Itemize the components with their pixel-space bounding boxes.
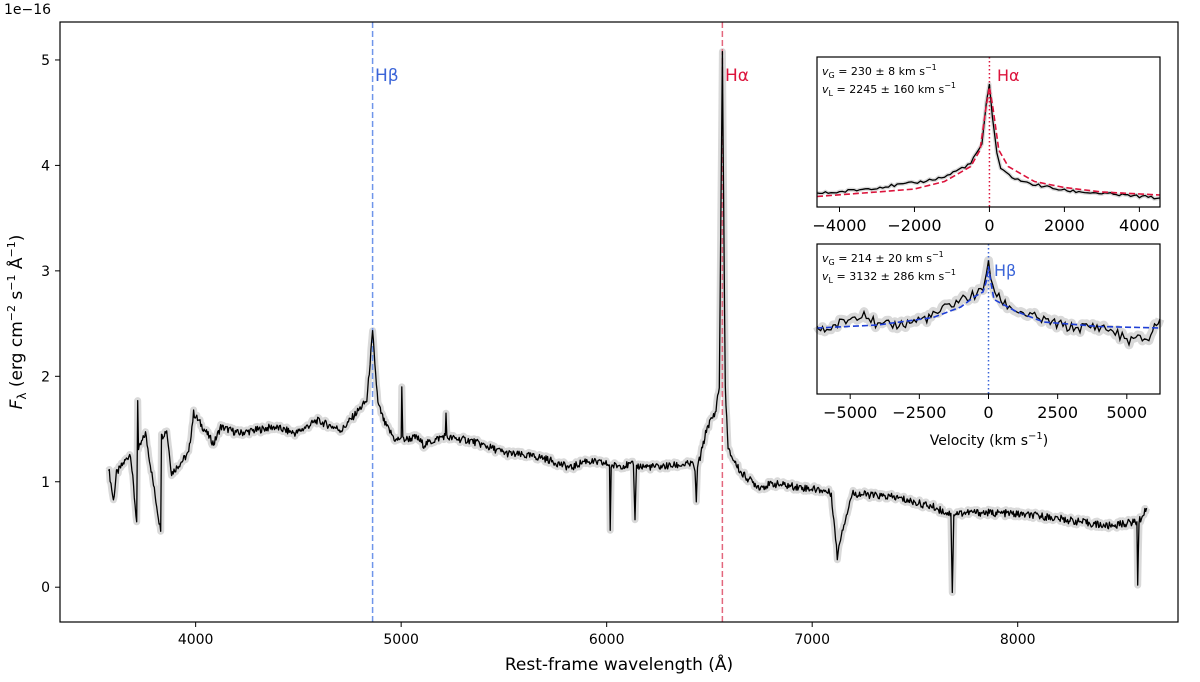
inset-x-tick-label: −2500 [892, 403, 946, 422]
inset-x-tick-label: −4000 [812, 216, 866, 235]
inset-x-tick-label: −5000 [823, 403, 877, 422]
x-tick-label: 4000 [178, 632, 214, 648]
y-offset-text: 1e−16 [4, 2, 51, 18]
x-axis-label: Rest-frame wavelength (Å) [505, 653, 733, 675]
inset-x-axis-label: Velocity (km s−1) [930, 431, 1049, 449]
inset-data-line [816, 260, 1161, 347]
inset-halpha-marks: −4000 −2000 0 2000 4000 [812, 57, 1161, 235]
y-tick-label: 5 [41, 53, 50, 69]
main-plot-marks [105, 22, 1150, 622]
halpha-marker-label: Hα [725, 66, 749, 86]
inset-top-background [817, 57, 1160, 207]
y-tick-label: 1 [41, 475, 50, 491]
y-tick-label: 0 [41, 580, 50, 596]
inset-x-tick-label: 2000 [1044, 216, 1085, 235]
inset-x-tick-label: 5000 [1106, 403, 1147, 422]
y-tick-label: 2 [41, 369, 50, 385]
x-tick-label: 8000 [1000, 632, 1036, 648]
inset-top-frame [816, 56, 1161, 208]
inset-bottom-frame [816, 243, 1161, 395]
inset-hbeta-marks: −5000 −2500 0 2500 5000 [813, 244, 1165, 422]
main-ticks: 4000 5000 6000 7000 8000 0 1 2 3 4 5 [41, 53, 1035, 648]
inset-top-line-label: Hα [997, 66, 1020, 85]
inset-model-line [816, 266, 1161, 329]
inset-x-tick-label: 0 [983, 403, 993, 422]
spectrum-line [107, 50, 1148, 594]
inset-top-vg-annotation: vG = 230 ± 8 km s−1 [822, 63, 937, 80]
inset-top-vl-annotation: vL = 2245 ± 160 km s−1 [822, 81, 956, 98]
main-axes-frame [59, 21, 1179, 623]
y-axis-label: Fλ (erg cm−2 s−1 Å−1) [5, 235, 29, 410]
x-tick-label: 5000 [383, 632, 419, 648]
inset-model-line [816, 86, 1161, 198]
inset-bottom-vg-annotation: vG = 214 ± 20 km s−1 [822, 250, 944, 267]
hbeta-marker-label: Hβ [375, 66, 399, 86]
inset-bottom-vl-annotation: vL = 3132 ± 286 km s−1 [822, 268, 956, 285]
y-tick-label: 4 [41, 158, 50, 174]
x-tick-label: 7000 [794, 632, 830, 648]
inset-bottom-line-label: Hβ [994, 261, 1016, 280]
inset-x-tick-label: 0 [984, 216, 994, 235]
x-tick-label: 6000 [589, 632, 625, 648]
y-tick-label: 3 [41, 264, 50, 280]
inset-x-tick-label: 4000 [1119, 216, 1160, 235]
inset-x-tick-label: −2000 [887, 216, 941, 235]
inset-x-tick-label: 2500 [1037, 403, 1078, 422]
